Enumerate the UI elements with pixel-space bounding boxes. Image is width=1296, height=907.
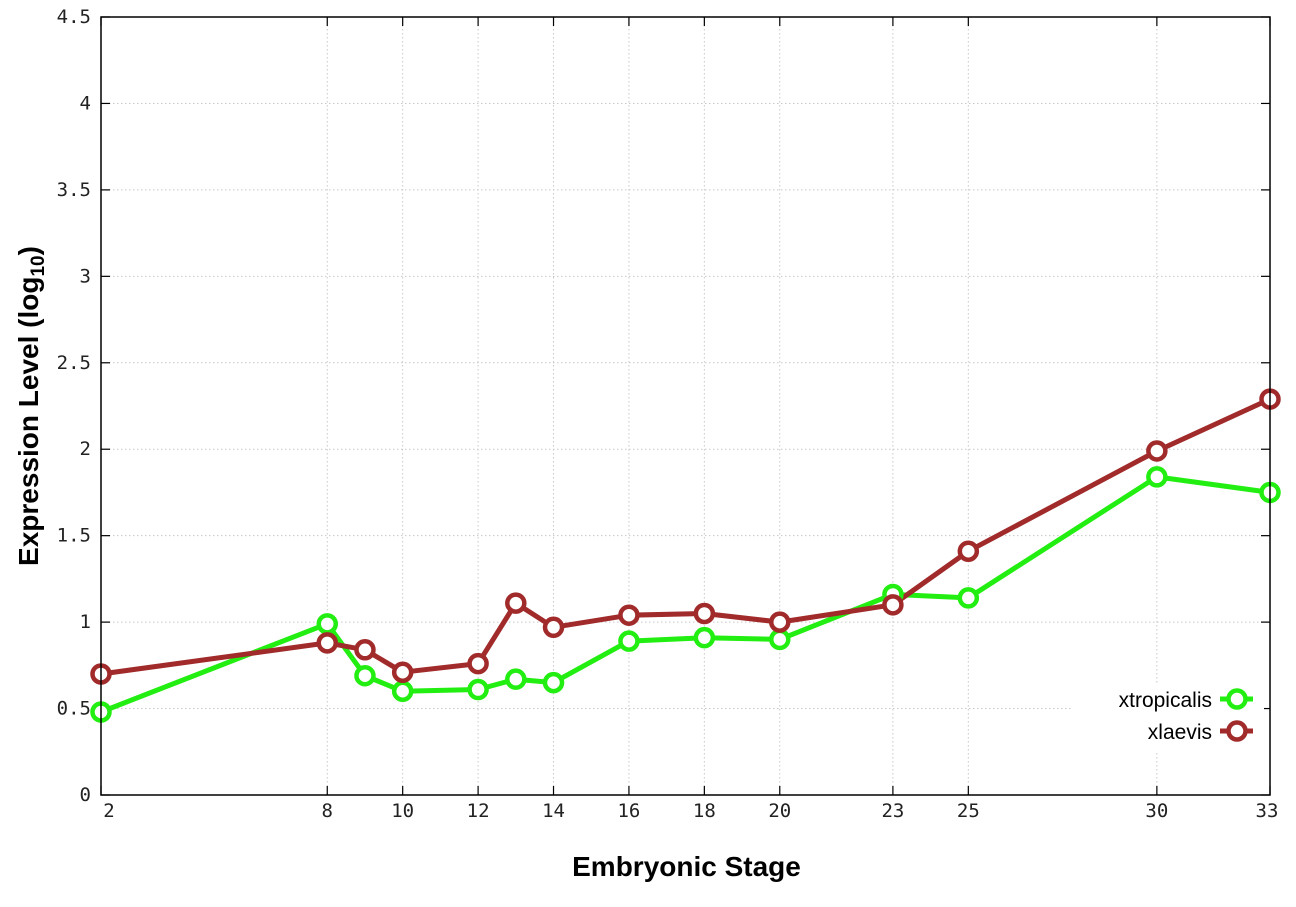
y-tick-label: 1 xyxy=(80,611,91,633)
data-point-xlaevis xyxy=(769,611,791,633)
data-point-xlaevis xyxy=(693,602,716,625)
y-axis-title: Expression Level (log10) xyxy=(13,246,49,566)
x-tick-label: 10 xyxy=(391,800,414,822)
data-point-xlaevis xyxy=(542,616,565,639)
data-point-xlaevis xyxy=(957,540,980,562)
legend-label: xtropicalis xyxy=(1119,689,1212,712)
data-point-xtropicalis xyxy=(316,613,339,635)
x-tick-label: 2 xyxy=(103,800,114,822)
data-point-xtropicalis xyxy=(1146,466,1168,488)
data-point-xtropicalis xyxy=(957,587,980,609)
y-tick-label: 1.5 xyxy=(57,525,91,547)
y-tick-label: 0.5 xyxy=(57,698,91,720)
x-tick-label: 30 xyxy=(1145,800,1168,822)
legend: xtropicalis xlaevis xyxy=(1072,683,1264,751)
data-point-xlaevis xyxy=(505,592,527,614)
x-tick-label: 16 xyxy=(617,800,640,822)
series-line-xlaevis xyxy=(98,396,1273,677)
x-tick-label: 20 xyxy=(768,800,791,822)
y-tick-label: 4 xyxy=(80,92,91,114)
data-point-xlaevis xyxy=(618,604,640,626)
legend-swatch-marker xyxy=(1226,688,1248,710)
data-point-xtropicalis xyxy=(542,671,565,694)
y-tick-label: 3 xyxy=(80,265,91,287)
x-tick-label: 8 xyxy=(322,800,333,822)
data-point-xtropicalis xyxy=(618,630,640,652)
data-point-xlaevis xyxy=(354,639,376,661)
data-point-xlaevis xyxy=(1146,440,1168,462)
data-point-xtropicalis xyxy=(354,664,376,687)
legend-swatch-marker xyxy=(1226,720,1248,742)
legend-label: xlaevis xyxy=(1148,721,1212,744)
y-tick-label: 3.5 xyxy=(57,179,91,201)
x-tick-label: 33 xyxy=(1256,800,1279,822)
y-axis-title-close: ) xyxy=(13,246,44,255)
grid xyxy=(101,17,1270,795)
y-tick-label: 2.5 xyxy=(57,352,91,374)
series-group xyxy=(90,388,1281,723)
data-point-xtropicalis xyxy=(505,668,527,690)
data-point-xlaevis xyxy=(391,661,414,683)
y-axis-title-main: Expression Level (log xyxy=(13,277,44,566)
x-tick-label: 25 xyxy=(957,800,980,822)
data-point-xlaevis xyxy=(316,632,339,654)
y-tick-label: 0 xyxy=(80,784,91,806)
data-point-xtropicalis xyxy=(467,678,489,701)
data-point-xtropicalis xyxy=(769,628,791,651)
x-tick-label: 23 xyxy=(881,800,904,822)
x-axis-title: Embryonic Stage xyxy=(572,851,801,882)
x-tick-label: 14 xyxy=(542,800,565,822)
data-point-xlaevis xyxy=(467,652,489,675)
x-tick-label: 18 xyxy=(693,800,716,822)
x-tick-label: 12 xyxy=(467,800,490,822)
y-tick-label: 2 xyxy=(80,438,91,460)
y-axis-title-subscript: 10 xyxy=(28,255,49,276)
axis-ticks xyxy=(100,16,1271,796)
series-line-xtropicalis xyxy=(98,474,1273,715)
plot-frame xyxy=(100,16,1271,796)
tick-labels: 0 0.5 1 1.5 2 2.5 3 3.5 4 4.5 2 8 10 12 14 16 18 20 23 25 30… xyxy=(57,6,1279,822)
data-point-xtropicalis xyxy=(693,626,716,649)
y-tick-label: 4.5 xyxy=(57,6,91,28)
data-point-xtropicalis xyxy=(391,680,414,703)
data-point-xlaevis xyxy=(882,594,904,616)
